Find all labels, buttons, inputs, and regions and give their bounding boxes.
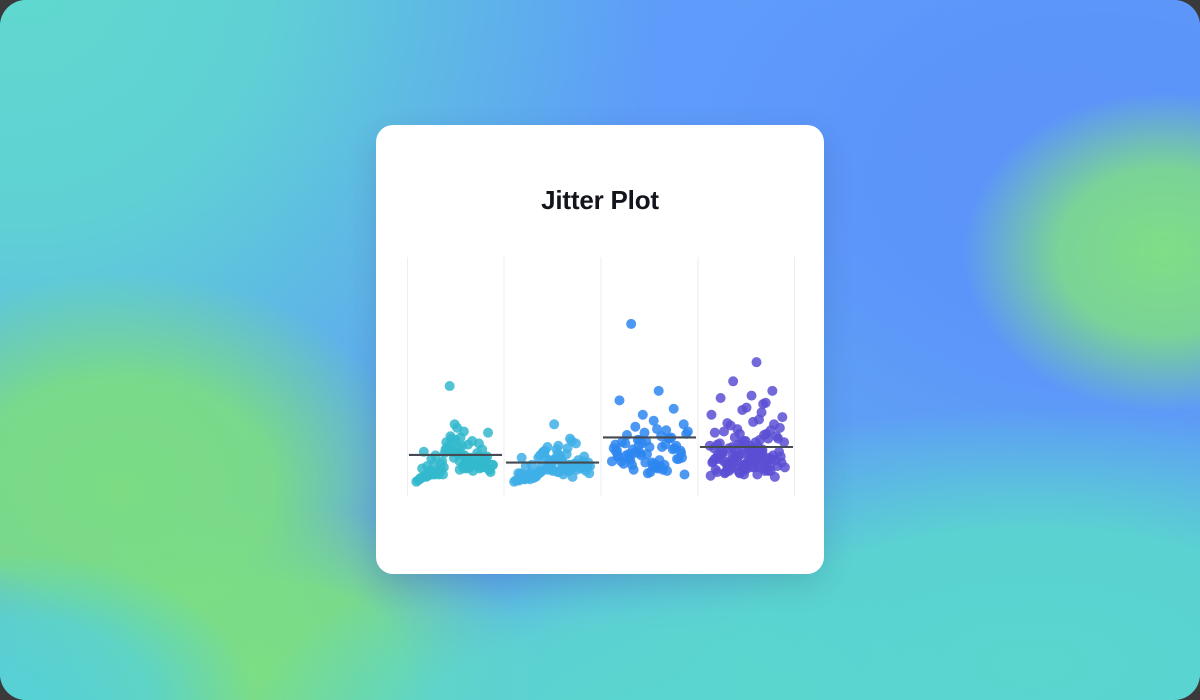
data-point <box>565 459 576 470</box>
data-point <box>448 438 458 449</box>
data-point <box>653 385 664 396</box>
data-point <box>621 430 632 441</box>
data-point <box>476 462 487 473</box>
data-point <box>526 459 537 470</box>
data-point <box>757 446 768 457</box>
data-point <box>637 409 648 420</box>
data-point <box>552 449 563 460</box>
chart-card: Jitter Plot <box>376 125 824 574</box>
jitter-plot <box>407 257 795 496</box>
data-point <box>652 424 663 435</box>
plot-svg <box>407 257 795 496</box>
data-point <box>626 318 637 329</box>
data-point <box>760 397 771 408</box>
data-point <box>668 403 679 414</box>
data-point <box>433 469 444 480</box>
data-point <box>741 402 752 413</box>
data-point <box>549 419 560 430</box>
data-point <box>660 439 671 450</box>
data-point <box>648 415 659 426</box>
data-point <box>779 462 790 473</box>
data-point <box>747 449 758 460</box>
data-point <box>416 473 427 484</box>
data-point <box>444 381 455 392</box>
data-point <box>454 456 465 467</box>
data-point <box>465 461 476 472</box>
data-point <box>718 426 729 437</box>
data-point <box>614 395 625 406</box>
data-point <box>774 446 785 457</box>
data-point <box>728 457 739 468</box>
data-point <box>640 457 651 468</box>
data-point <box>715 393 726 404</box>
data-point <box>439 447 450 458</box>
data-point <box>516 452 527 463</box>
data-point <box>635 447 646 458</box>
data-point <box>630 421 641 432</box>
data-point <box>463 439 474 450</box>
data-point <box>763 465 774 476</box>
data-point <box>746 390 757 401</box>
data-point <box>545 463 556 474</box>
data-point <box>725 420 736 431</box>
median-lines <box>408 436 794 464</box>
data-point <box>777 412 788 423</box>
data-point <box>483 427 494 438</box>
data-point <box>625 455 636 466</box>
data-point <box>740 458 751 469</box>
data-point <box>712 467 723 478</box>
data-point <box>767 385 778 396</box>
data-point <box>756 407 767 418</box>
data-point <box>628 464 639 475</box>
data-point <box>761 428 772 439</box>
data-point <box>679 469 690 480</box>
data-point <box>751 357 762 368</box>
data-point <box>728 376 739 387</box>
data-point <box>672 453 683 464</box>
data-point <box>632 434 643 445</box>
data-point <box>709 453 720 464</box>
data-point <box>682 426 693 437</box>
data-point <box>667 444 678 455</box>
page-title: Jitter Plot <box>541 185 659 215</box>
data-point <box>706 409 717 420</box>
data-point <box>748 416 759 427</box>
data-point <box>639 427 650 438</box>
data-point <box>539 447 550 458</box>
data-point <box>779 437 790 448</box>
gridlines <box>407 257 795 496</box>
data-point <box>612 451 623 462</box>
data-point <box>769 471 780 482</box>
data-point <box>745 440 756 451</box>
data-point <box>655 461 666 472</box>
data-point <box>562 443 573 454</box>
data-point <box>518 473 529 484</box>
data-point <box>572 461 583 472</box>
data-point <box>528 471 539 482</box>
data-point <box>752 469 763 480</box>
data-point <box>488 459 499 470</box>
data-point <box>709 427 720 438</box>
